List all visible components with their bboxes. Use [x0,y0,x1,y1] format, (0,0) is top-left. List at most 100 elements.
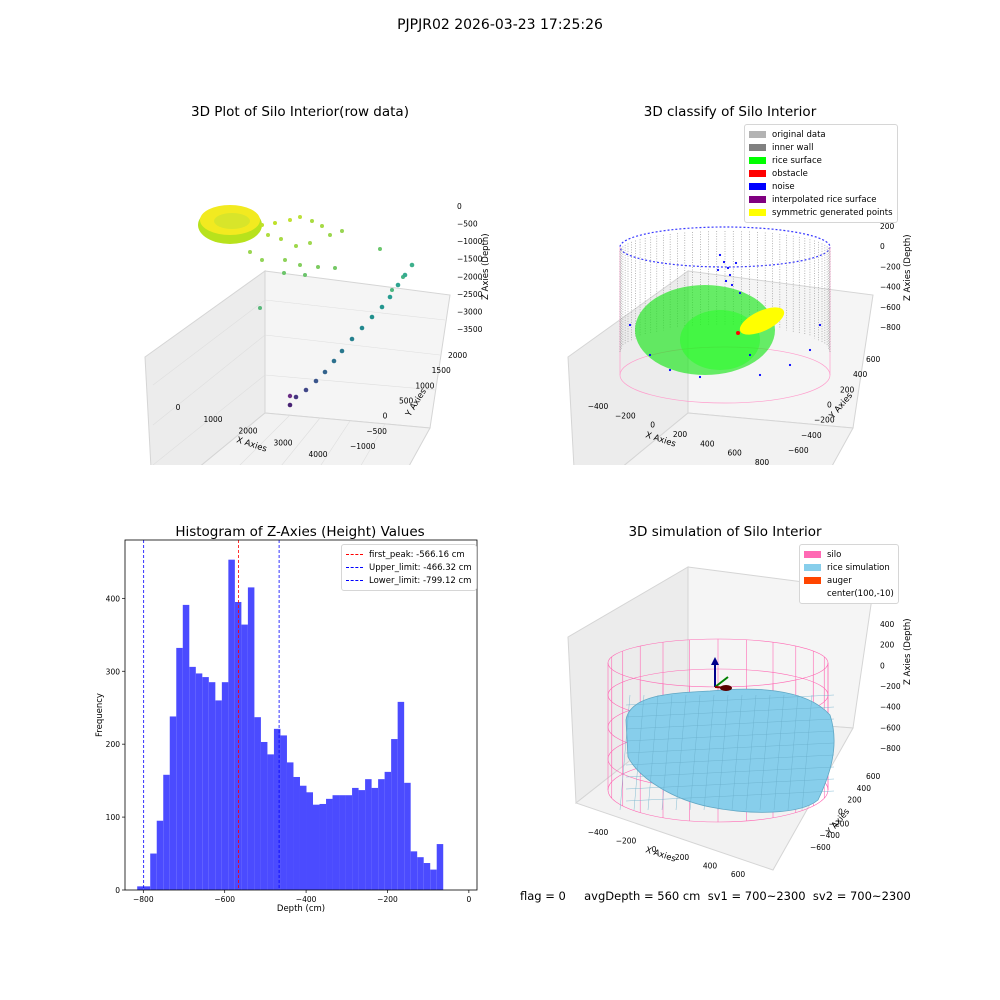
raw-ytick-label: 2000 [448,351,467,360]
simulation-ytick-label: −400 [819,831,840,840]
raw-scatter-point [331,358,337,364]
legend-swatch [804,577,821,584]
raw-scatter-point [349,336,355,342]
legend-label: center(100,-10) [827,588,894,599]
raw-xtick-label: 2000 [238,427,257,436]
raw-scatter-point [395,282,401,288]
noise-point [728,273,732,277]
raw-scatter-point [320,224,324,228]
raw-ytick-label: −1000 [350,442,376,451]
classify-ytick-label: 200 [840,385,855,394]
simulation-rice-surface [619,688,835,813]
legend-line-swatch [346,567,363,568]
histogram-bar [293,776,300,890]
noise-point [738,291,742,295]
histogram-xtick-label: −800 [133,895,154,904]
raw-scatter-point [258,306,262,310]
classify-ztick-label: −800 [880,323,901,332]
legend-entry: original data [749,128,893,141]
histogram-title: Histogram of Z-Axies (Height) Values [175,524,425,540]
classify-xtick-label: 200 [673,430,688,439]
histogram-yticks: 0 100 200 300 400 [106,594,125,895]
histogram-ytick-label: 400 [106,594,121,603]
legend-swatch [749,183,766,190]
raw-scatter-point [409,262,415,268]
raw-scatter-point [287,402,293,408]
simulation-ztick-label: 200 [880,641,895,650]
histogram-bar [208,682,216,890]
noise-point [724,279,728,283]
raw-scatter-point [402,272,408,278]
raw-xtick-label: 4000 [308,450,327,459]
raw-ytick-label: 1500 [432,366,451,375]
classify-obstacle [736,331,740,335]
simulation-xlabel: X Axies [644,845,677,864]
raw-scatter-point [273,221,277,225]
histogram-bar [215,700,222,890]
noise-point [628,323,632,327]
histogram-bar [286,762,294,890]
simulation-xtick-label: 400 [703,862,718,871]
classify-ytick-label: 0 [827,401,832,410]
raw-scatter-point [288,218,292,222]
raw-scatter-point [340,229,344,233]
simulation-panel-title: 3D simulation of Silo Interior [628,524,822,540]
raw-scatter-point [260,258,264,262]
raw-scatter-point [369,314,375,320]
histogram-bar [202,677,209,890]
noise-point [788,363,792,367]
raw-ytick-label: 1000 [415,381,434,390]
classify-xtick-label: 600 [728,449,743,458]
figure-suptitle: PJPJR02 2026-03-23 17:25:26 [397,17,603,33]
raw-scatter-point [279,237,283,241]
raw-zlabel: Z Axies (Depth) [481,233,491,300]
histogram-bar [247,587,255,890]
raw-ztick-label: 0 [457,202,462,211]
raw-ytick-label: −500 [366,427,387,436]
noise-point [730,283,734,287]
histogram-bars [137,559,444,890]
simulation-ztick-label: −200 [880,682,901,691]
legend-swatch [749,131,766,138]
raw-scatter-point [333,266,337,270]
raw-scatter-point [298,215,302,219]
legend-line-swatch [346,554,363,555]
classify-ztick-label: 0 [880,242,885,251]
histogram-bar [345,795,353,890]
simulation-auger [711,657,732,691]
noise-point [718,253,722,257]
histogram-ytick-label: 200 [106,740,121,749]
simulation-zlabel: Z Axies (Depth) [903,618,913,685]
histogram-bar [319,803,327,890]
histogram-frame [124,539,478,891]
histogram-legend-entry: Upper_limit: -466.32 cm [346,561,472,574]
histogram-bar [221,682,229,890]
legend-entry: interpolated rice surface [749,193,893,206]
legend-entry: rice simulation [804,561,894,574]
raw-scatter-point [287,393,293,399]
legend-entry: symmetric generated points [749,206,893,219]
simulation-ztick-label: −600 [880,723,901,732]
raw-ztick-label: −500 [457,220,478,229]
histogram-bar [436,844,444,890]
histogram-bar [332,795,340,890]
raw-scatter-point [387,294,393,300]
histogram-bar [254,717,261,890]
noise-point [818,323,822,327]
histogram-legend-entry: first_peak: -566.16 cm [346,548,472,561]
raw-ztick-label: −2500 [457,290,483,299]
classify-3d-plot: −400 −200 0 200 400 600 800 −600 −400 −200 0 200 400… [567,222,913,465]
histogram-xtick-label: −600 [214,895,235,904]
legend-label: first_peak: -566.16 cm [369,549,465,560]
classify-ytick-label: 600 [866,355,881,364]
raw-ytick-label: 0 [383,412,388,421]
raw-scatter-point [282,271,286,275]
legend-label: Upper_limit: -466.32 cm [369,562,472,573]
raw-scatter-point [266,233,270,237]
raw-pane-floor [200,412,431,465]
classify-legend: original data inner wall rice surface obsta… [744,124,898,223]
legend-label: silo [827,549,842,560]
legend-entry: rice surface [749,154,893,167]
histogram-bar [352,787,359,890]
classify-ytick-label: −400 [801,431,822,440]
